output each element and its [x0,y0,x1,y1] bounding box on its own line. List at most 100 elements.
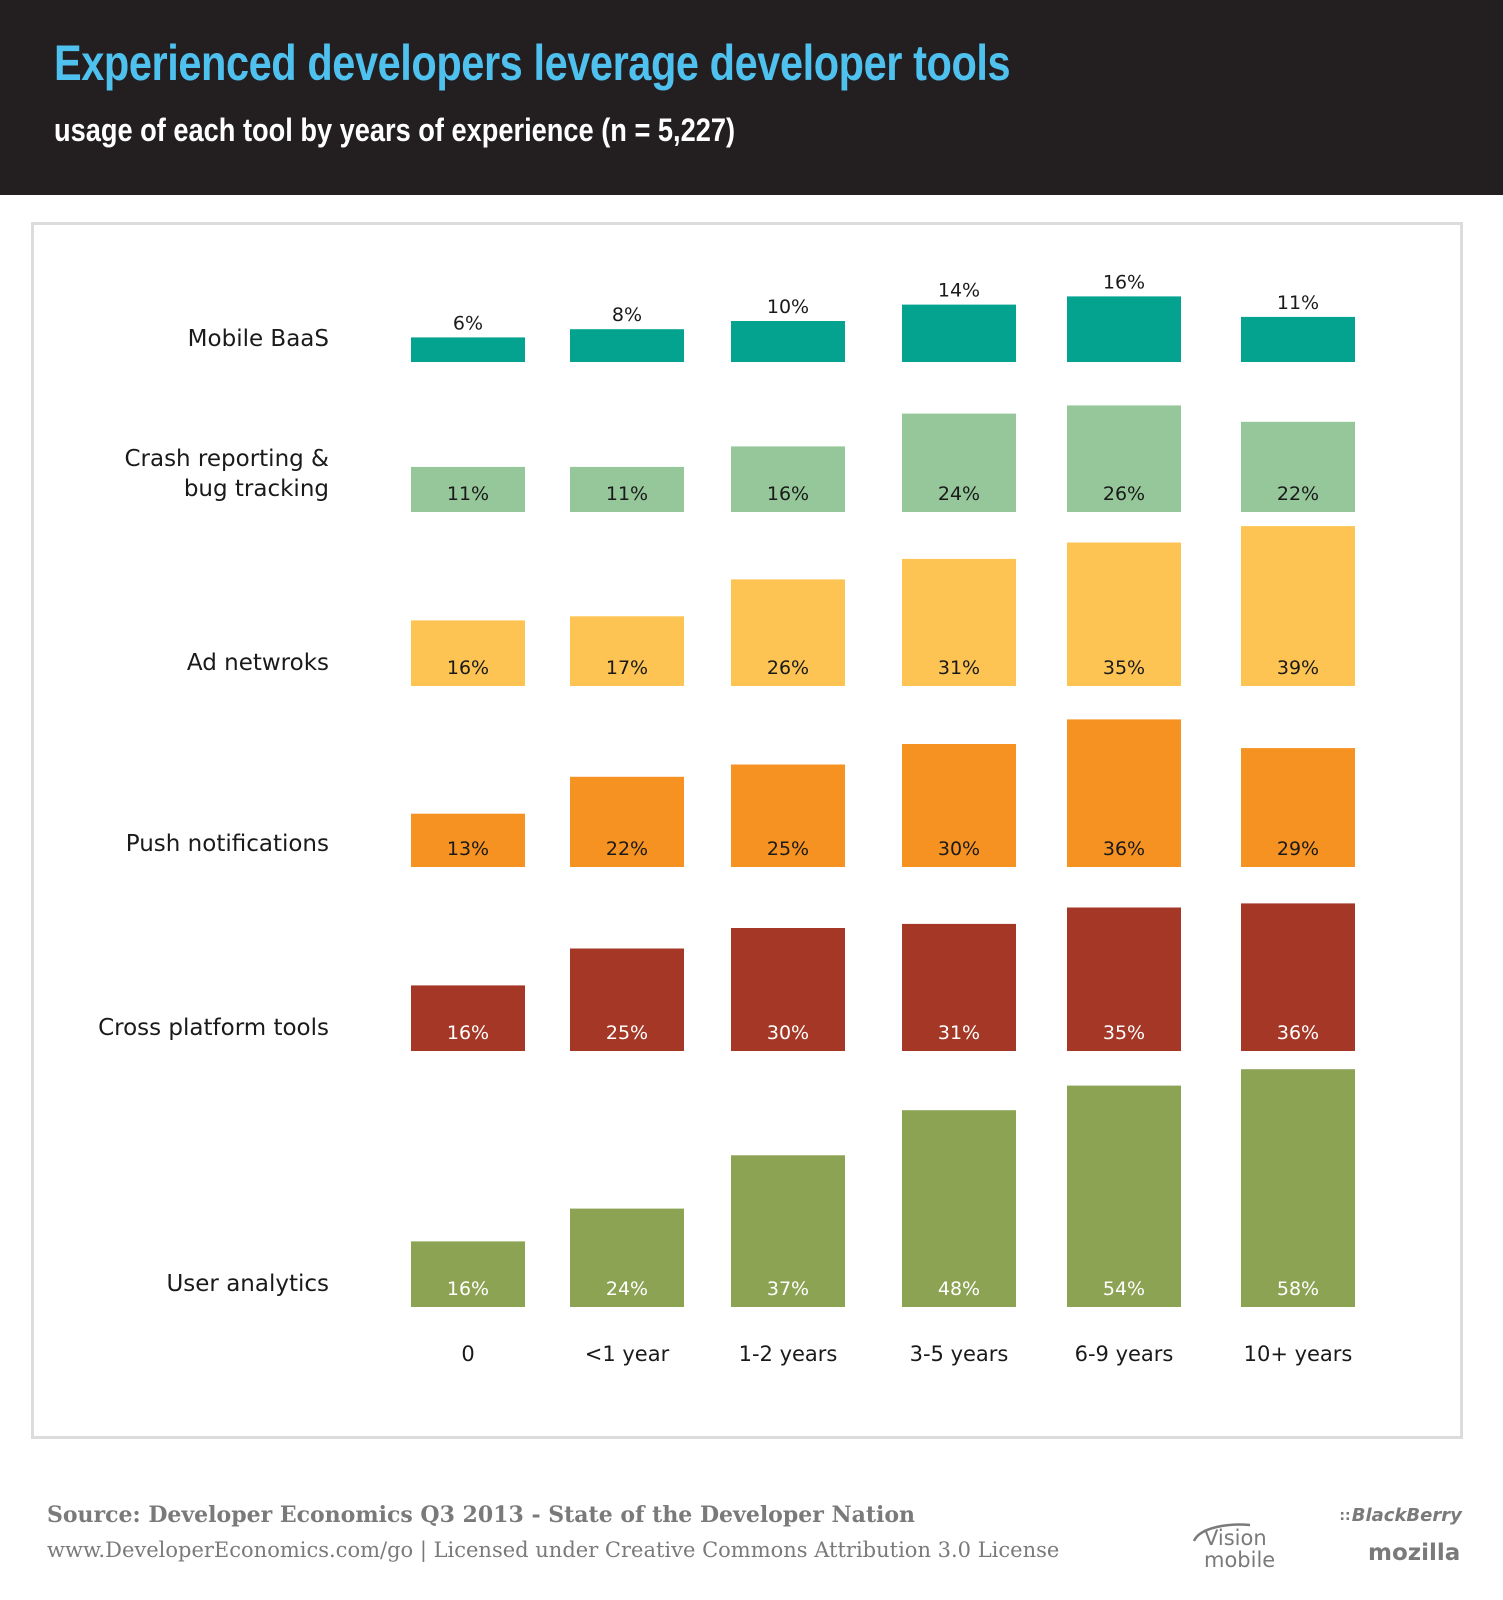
bar-crash-reporting-bug-tracking-1 [570,466,684,512]
value-label-crash-reporting-bug-tracking-4: 26% [1103,483,1145,505]
x-tick-label: <1 year [585,1342,670,1366]
bar-mobile-baas-1 [570,329,684,362]
vision-mobile-logo: Vision mobile [1192,1523,1275,1572]
bar-cross-platform-tools-2 [731,928,845,1051]
bar-ad-netwroks-4 [1067,542,1181,686]
x-tick-label: 6-9 years [1075,1342,1174,1366]
value-label-mobile-baas-4: 16% [1103,271,1145,293]
value-label-cross-platform-tools-2: 30% [767,1022,809,1044]
value-label-ad-netwroks-4: 35% [1103,657,1145,679]
value-label-ad-netwroks-2: 26% [767,657,809,679]
row-label-crash-reporting-bug-tracking: bug tracking [184,476,329,502]
value-label-ad-netwroks-0: 16% [447,657,489,679]
row-label-ad-netwroks: Ad netwroks [187,650,329,676]
row-label-push-notifications: Push notifications [126,831,329,857]
license-text: www.DeveloperEconomics.com/go | Licensed… [47,1538,1060,1562]
bar-chart: Mobile BaaS 6% 8% 10% 14% 16% 11% Crash reporti… [98,271,1355,1366]
row-label-mobile-baas: Mobile BaaS [188,326,329,352]
blackberry-logo: ∷ BlackBerry [1340,1505,1480,1535]
value-label-user-analytics-0: 16% [447,1278,489,1300]
x-tick-label: 10+ years [1244,1342,1353,1366]
value-label-user-analytics-1: 24% [606,1278,648,1300]
bar-mobile-baas-5 [1241,316,1355,362]
value-label-ad-netwroks-1: 17% [606,657,648,679]
value-label-push-notifications-3: 30% [938,838,980,860]
value-label-user-analytics-5: 58% [1277,1278,1319,1300]
bar-ad-netwroks-5 [1241,526,1355,686]
mozilla-logo: mozilla [1368,1540,1461,1566]
blackberry-logo-text: BlackBerry [1351,1505,1462,1526]
value-label-crash-reporting-bug-tracking-1: 11% [606,483,648,505]
value-label-user-analytics-3: 48% [938,1278,980,1300]
value-label-mobile-baas-5: 11% [1277,292,1319,314]
bar-cross-platform-tools-0 [411,985,525,1051]
value-label-push-notifications-5: 29% [1277,838,1319,860]
bar-mobile-baas-2 [731,321,845,362]
x-tick-label: 3-5 years [910,1342,1009,1366]
chart-subtitle: usage of each tool by years of experienc… [54,112,736,148]
x-tick-label: 0 [461,1342,474,1366]
value-label-cross-platform-tools-4: 35% [1103,1022,1145,1044]
bar-cross-platform-tools-4 [1067,907,1181,1051]
bar-mobile-baas-0 [411,337,525,362]
blackberry-dots-icon: ∷ [1340,1509,1350,1525]
bar-mobile-baas-3 [902,304,1016,362]
bar-push-notifications-1 [570,776,684,867]
bar-crash-reporting-bug-tracking-2 [731,446,845,512]
value-label-user-analytics-2: 37% [767,1278,809,1300]
value-label-push-notifications-4: 36% [1103,838,1145,860]
bar-push-notifications-5 [1241,748,1355,867]
value-label-ad-netwroks-5: 39% [1277,657,1319,679]
value-label-crash-reporting-bug-tracking-2: 16% [767,483,809,505]
bar-push-notifications-2 [731,764,845,867]
bar-push-notifications-3 [902,744,1016,867]
value-label-push-notifications-0: 13% [447,838,489,860]
value-label-ad-netwroks-3: 31% [938,657,980,679]
row-label-cross-platform-tools: Cross platform tools [98,1015,329,1041]
value-label-crash-reporting-bug-tracking-3: 24% [938,483,980,505]
bar-ad-netwroks-2 [731,579,845,686]
bar-crash-reporting-bug-tracking-3 [902,413,1016,512]
value-label-crash-reporting-bug-tracking-5: 22% [1277,483,1319,505]
value-label-crash-reporting-bug-tracking-0: 11% [447,483,489,505]
bar-ad-netwroks-0 [411,620,525,686]
bar-crash-reporting-bug-tracking-4 [1067,405,1181,512]
bar-user-analytics-4 [1067,1085,1181,1307]
svg-text:Vision: Vision [1204,1526,1267,1550]
chart-frame: Mobile BaaS 6% 8% 10% 14% 16% 11% Crash reporti… [31,222,1463,1439]
value-label-push-notifications-1: 22% [606,838,648,860]
bar-ad-netwroks-3 [902,558,1016,686]
value-label-user-analytics-4: 54% [1103,1278,1145,1300]
value-label-mobile-baas-1: 8% [612,304,642,326]
row-label-user-analytics: User analytics [166,1271,329,1297]
value-label-cross-platform-tools-1: 25% [606,1022,648,1044]
svg-text:mobile: mobile [1204,1548,1275,1572]
bar-cross-platform-tools-1 [570,948,684,1051]
value-label-mobile-baas-3: 14% [938,280,980,302]
bar-crash-reporting-bug-tracking-5 [1241,421,1355,512]
bar-user-analytics-1 [570,1208,684,1307]
value-label-cross-platform-tools-5: 36% [1277,1022,1319,1044]
value-label-mobile-baas-2: 10% [767,296,809,318]
chart-title: Experienced developers leverage develope… [54,35,1011,91]
header-band: Experienced developers leverage develope… [0,0,1503,195]
value-label-cross-platform-tools-0: 16% [447,1022,489,1044]
bar-cross-platform-tools-5 [1241,903,1355,1051]
bar-user-analytics-0 [411,1241,525,1307]
bar-push-notifications-4 [1067,719,1181,867]
bar-mobile-baas-4 [1067,296,1181,362]
bar-crash-reporting-bug-tracking-0 [411,466,525,512]
value-label-mobile-baas-0: 6% [453,312,483,334]
bar-user-analytics-3 [902,1110,1016,1307]
bar-cross-platform-tools-3 [902,923,1016,1051]
source-credit: Source: Developer Economics Q3 2013 - St… [47,1502,916,1528]
bar-push-notifications-0 [411,813,525,867]
value-label-cross-platform-tools-3: 31% [938,1022,980,1044]
bar-user-analytics-5 [1241,1069,1355,1307]
bar-ad-netwroks-1 [570,616,684,686]
x-tick-label: 1-2 years [739,1342,838,1366]
row-label-crash-reporting-bug-tracking: Crash reporting & [124,446,329,472]
zigzag-edge [0,176,1503,188]
bar-user-analytics-2 [731,1155,845,1307]
value-label-push-notifications-2: 25% [767,838,809,860]
